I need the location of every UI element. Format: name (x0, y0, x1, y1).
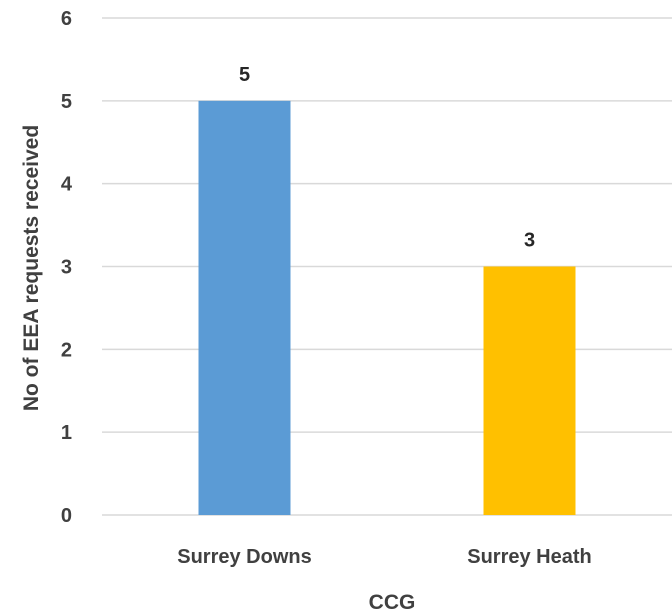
bar (483, 266, 576, 515)
y-tick-label: 5 (61, 91, 72, 113)
x-category-label: Surrey Heath (467, 546, 592, 568)
data-labels: 53 (239, 64, 535, 252)
y-tick-label: 2 (61, 339, 72, 361)
x-category-label: Surrey Downs (177, 546, 311, 568)
bars (198, 100, 576, 515)
y-tick-label: 1 (61, 422, 72, 444)
y-axis-title: No of EEA requests received (20, 125, 43, 411)
gridlines (102, 17, 672, 516)
bar (198, 100, 291, 515)
data-label: 5 (239, 64, 250, 86)
y-tick-label: 4 (61, 174, 73, 196)
x-axis-category-labels: Surrey Downs Surrey Heath (177, 546, 591, 568)
data-label: 3 (524, 230, 535, 252)
y-tick-label: 6 (61, 8, 72, 30)
y-axis-tick-labels: 0 1 2 3 4 5 6 (61, 8, 73, 527)
y-tick-label: 0 (61, 505, 72, 527)
y-tick-label: 3 (61, 257, 72, 279)
x-axis-title: CCG (369, 591, 416, 614)
